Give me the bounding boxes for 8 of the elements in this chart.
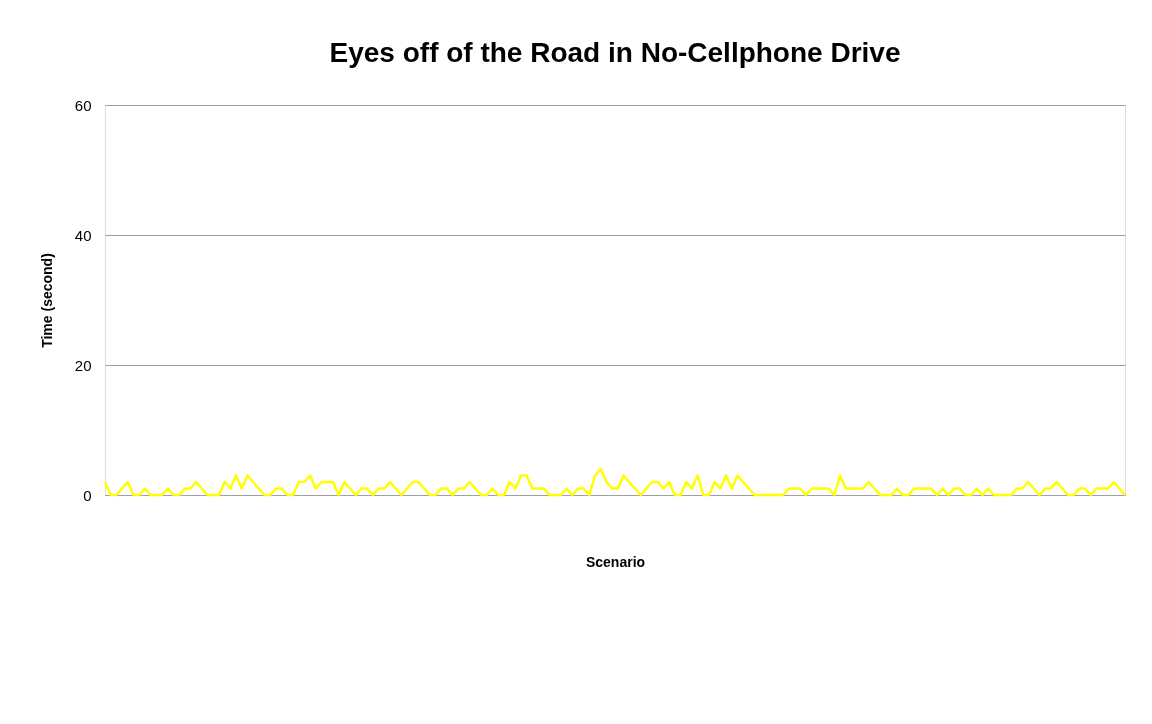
chart-title: Eyes off of the Road in No-Cellphone Drive	[329, 37, 901, 68]
x-axis-title: Scenario	[585, 553, 646, 570]
y-tick-label: 60	[74, 96, 92, 114]
y-tick-label: 0	[83, 486, 92, 504]
y-tick-label: 20	[74, 356, 92, 374]
y-axis-title: Time (second)	[38, 253, 55, 348]
line-series	[103, 467, 1127, 497]
y-tick-label: 40	[74, 226, 92, 244]
